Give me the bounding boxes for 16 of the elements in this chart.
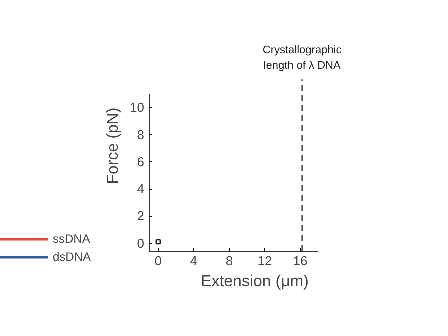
y-axis-title: Force (pN) — [105, 108, 122, 184]
legend-label: ssDNA — [53, 232, 90, 246]
x-tick-label: 4 — [190, 254, 198, 268]
legend-label: dsDNA — [53, 250, 92, 264]
y-tick-label: 8 — [137, 127, 145, 142]
y-tick-label: 6 — [137, 154, 145, 170]
x-tick-label: 16 — [293, 254, 308, 268]
ref-line-label: Crystallographic length of λ DNA — [262, 44, 342, 72]
y-tick-label: 2 — [137, 208, 145, 224]
y-tick-label: 4 — [137, 182, 145, 197]
x-tick-label: 8 — [226, 254, 234, 268]
x-tick-label: 0 — [154, 254, 162, 268]
x-axis-title: Extension (μm) — [201, 274, 309, 290]
y-tick-label: 10 — [130, 100, 145, 116]
y-tick-label: 0 — [137, 236, 145, 251]
x-tick-label: 12 — [258, 254, 272, 268]
